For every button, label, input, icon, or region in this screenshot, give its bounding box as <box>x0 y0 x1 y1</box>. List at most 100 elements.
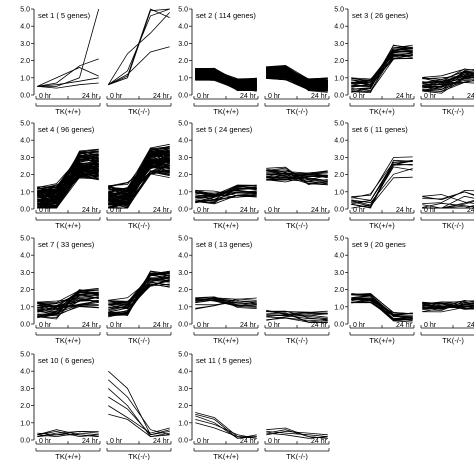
chart8-series-line <box>266 311 328 314</box>
chart8-time-label-24: 24 hr <box>240 322 257 329</box>
chart2-time-label-24: 24 hr <box>240 93 257 100</box>
chart3-series-line <box>351 53 413 93</box>
chart8-y-tick-label: 5.0 <box>178 236 188 243</box>
chart6-series-line <box>422 195 474 209</box>
chart9-y-tick-label: 4.0 <box>334 253 344 260</box>
chart1-series-line <box>37 82 99 89</box>
chart9-time-label-0: 0 hr <box>424 322 437 329</box>
chart1-series-line <box>37 58 99 87</box>
chart1-title: set 1 ( 5 genes) <box>38 11 91 20</box>
chart8-time-label-0: 0 hr <box>268 322 281 329</box>
chart6-series-line <box>351 160 413 203</box>
chart4-y-tick-label: 5.0 <box>20 121 30 128</box>
chart7-series-line <box>108 283 170 302</box>
chart4-series-line <box>108 163 170 195</box>
chart11-series-line <box>195 422 257 438</box>
chart3-series-line <box>422 74 474 84</box>
chart4-series-line <box>37 154 99 188</box>
chart1-series-line <box>108 8 170 86</box>
chart9-time-label-24: 24 hr <box>396 322 413 329</box>
chart7-y-tick-label: 0.0 <box>20 322 30 329</box>
chart11-series-line <box>195 415 257 439</box>
chart7-series-line <box>37 304 99 308</box>
chart2-series-line <box>266 66 328 80</box>
chart5-series-line <box>195 191 257 197</box>
chart10-group-label: TK(-/-) <box>128 452 150 460</box>
chart3-series-line <box>422 75 474 92</box>
chart5-series-line <box>195 192 257 205</box>
chart7-title: set 7 ( 33 genes) <box>38 240 95 249</box>
chart6-series-line <box>351 159 413 208</box>
chart9-series-line <box>351 300 413 322</box>
chart5-y-tick-label: 0.0 <box>178 207 188 214</box>
chart3-series-line <box>422 80 474 92</box>
chart9-y-tick-label: 5.0 <box>334 236 344 243</box>
chart1-y-tick-label: 3.0 <box>20 41 30 48</box>
chart2-y-tick-label: 1.0 <box>178 75 188 82</box>
chart2-title: set 2 ( 114 genes) <box>196 11 256 20</box>
chart3-y-tick-label: 0.0 <box>334 93 344 100</box>
chart11-title: set 11 ( 5 genes) <box>196 356 252 365</box>
chart5-series-line <box>266 173 328 179</box>
chart3-time-label-24: 24 hr <box>396 93 413 100</box>
chart7-series-line <box>37 291 99 309</box>
chart4-series-line <box>37 163 99 204</box>
chart6-y-tick-label: 3.0 <box>334 155 344 162</box>
chart1-series-line <box>108 46 170 86</box>
chart6-series-line <box>422 191 474 201</box>
chart7-time-label-0: 0 hr <box>39 322 52 329</box>
chart7-series-line <box>108 270 170 308</box>
chart1-series-line <box>37 8 100 87</box>
chart10-series-line <box>108 379 170 436</box>
chart1-series-line <box>108 8 170 86</box>
chart5-y-tick-label: 5.0 <box>178 121 188 128</box>
chart4-series-line <box>37 155 99 193</box>
chart3-series-line <box>351 54 413 92</box>
chart1-series-line <box>107 12 170 85</box>
chart4-time-label-0: 0 hr <box>39 207 52 214</box>
chart5-y-tick-label: 1.0 <box>178 189 188 196</box>
chart6-title: set 6 ( 11 genes) <box>352 125 408 134</box>
chart8-y-tick-label: 3.0 <box>178 270 188 277</box>
chart7-series-line <box>37 302 99 317</box>
chart11-y-tick-label: 2.0 <box>178 403 188 410</box>
chart3-y-tick-label: 4.0 <box>334 24 344 31</box>
chart9-series-line <box>422 304 474 310</box>
chart2-series-line <box>195 68 257 85</box>
chart10-y-tick-label: 1.0 <box>20 420 30 427</box>
chart4-series-line <box>37 152 99 192</box>
chart7-series-line <box>108 278 170 301</box>
chart10-time-label-24: 24 hr <box>82 438 99 445</box>
chart4-group-label: TK(+/+) <box>55 221 81 230</box>
chart1-series-line <box>37 77 99 87</box>
chart6-series-line <box>351 166 413 209</box>
chart5-time-label-24: 24 hr <box>311 207 328 214</box>
chart3-title: set 3 ( 26 genes) <box>352 11 409 20</box>
chart1-time-label-0: 0 hr <box>39 93 52 100</box>
chart2-time-label-24: 24 hr <box>311 93 328 100</box>
chart3-time-label-0: 0 hr <box>353 93 366 100</box>
chart10-y-tick-label: 0.0 <box>20 438 30 445</box>
chart7-group-label: TK(-/-) <box>128 336 150 345</box>
chart9-y-tick-label: 0.0 <box>334 322 344 329</box>
chart9-series-line <box>422 305 474 309</box>
chart9-group-label: TK(-/-) <box>442 336 464 345</box>
chart8-series-line <box>266 317 328 323</box>
chart9-series-line <box>351 293 413 315</box>
chart11-y-tick-label: 3.0 <box>178 386 188 393</box>
chart10-series-line <box>108 396 170 436</box>
chart5-series-line <box>195 186 257 196</box>
chart4-y-tick-label: 2.0 <box>20 172 30 179</box>
chart2-series-line <box>266 70 328 83</box>
chart6-y-tick-label: 2.0 <box>334 172 344 179</box>
chart3-y-tick-label: 1.0 <box>334 75 344 82</box>
chart4-series-line <box>108 165 170 206</box>
chart8-time-label-24: 24 hr <box>311 322 328 329</box>
chart8-group-label: TK(+/+) <box>213 336 239 345</box>
chart7-series-line <box>37 299 99 315</box>
chart4-series-line <box>108 146 170 198</box>
chart10-series-line <box>108 405 170 434</box>
chart2-series-line <box>266 74 328 91</box>
chart2-y-tick-label: 0.0 <box>178 93 188 100</box>
